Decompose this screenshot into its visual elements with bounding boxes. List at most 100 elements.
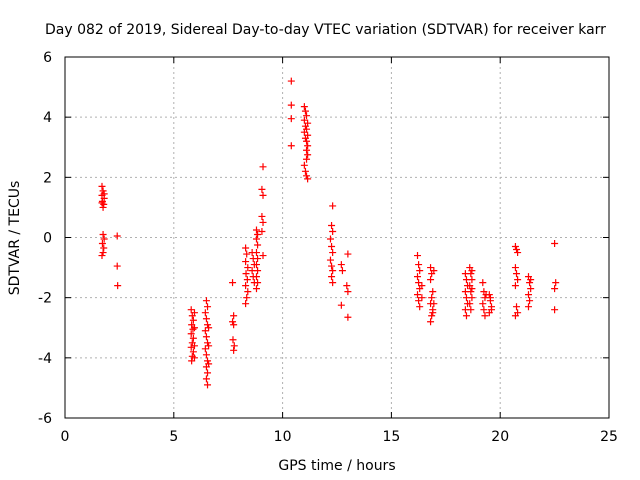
data-point (329, 249, 337, 257)
data-point (243, 294, 251, 302)
data-point (98, 252, 106, 260)
data-point (468, 267, 476, 275)
data-point (511, 264, 519, 272)
data-point (303, 112, 311, 120)
data-point (99, 230, 107, 238)
data-point (514, 249, 522, 257)
data-point (344, 288, 352, 296)
data-point (98, 199, 106, 207)
data-point (300, 103, 308, 111)
data-point (259, 252, 267, 260)
y-tick-label: -4 (38, 351, 52, 367)
data-point (189, 325, 197, 333)
data-point (466, 300, 474, 308)
data-point (511, 312, 519, 320)
x-tick-label: 10 (274, 429, 292, 445)
data-point (242, 258, 250, 266)
data-point (337, 301, 345, 309)
data-point (187, 330, 195, 338)
data-point (254, 267, 262, 275)
data-point (343, 282, 351, 290)
data-point (514, 276, 522, 284)
data-point (303, 146, 311, 154)
data-point (100, 235, 108, 243)
data-point (418, 282, 426, 290)
axis-ticks: 0 5 10 15 20 25 -6 -4 -2 0 2 4 6 (38, 50, 618, 445)
y-tick-label: 0 (43, 231, 52, 247)
x-tick-label: 20 (491, 429, 509, 445)
data-point (303, 155, 311, 163)
data-point (98, 240, 106, 248)
data-point (201, 327, 209, 335)
data-point (551, 306, 559, 314)
data-point (201, 345, 209, 353)
y-tick-label: 4 (43, 110, 52, 126)
data-point (113, 232, 121, 240)
data-point (303, 137, 311, 145)
data-points (98, 77, 560, 389)
data-point (187, 343, 195, 351)
data-point (205, 324, 213, 332)
data-point (468, 276, 476, 284)
data-point (415, 279, 423, 287)
data-point (204, 369, 212, 377)
grid-lines (65, 57, 609, 418)
data-point (99, 249, 107, 257)
data-point (416, 303, 424, 311)
data-point (252, 261, 260, 269)
data-point (427, 264, 435, 272)
data-point (429, 309, 437, 317)
data-point (259, 191, 267, 199)
data-point (202, 375, 210, 383)
data-point (467, 306, 475, 314)
data-point (427, 276, 435, 284)
data-point (300, 128, 308, 136)
data-point (202, 333, 210, 341)
x-tick-label: 15 (382, 429, 400, 445)
data-point (511, 243, 519, 251)
data-point (204, 357, 212, 365)
data-point (467, 270, 475, 278)
data-point (524, 303, 532, 311)
data-point (304, 151, 312, 159)
data-point (513, 303, 521, 311)
data-point (254, 279, 262, 287)
data-point (229, 318, 237, 326)
data-point (328, 273, 336, 281)
x-axis-title: GPS time / hours (278, 458, 395, 474)
data-point (258, 212, 266, 220)
data-point (487, 306, 495, 314)
data-point (114, 282, 122, 290)
data-point (287, 115, 295, 123)
data-point (526, 279, 534, 287)
data-point (230, 346, 238, 354)
y-tick-label: 6 (43, 50, 52, 66)
data-point (230, 321, 238, 329)
x-tick-label: 25 (600, 429, 618, 445)
data-point (415, 297, 423, 305)
data-point (301, 107, 309, 115)
chart-title: Day 082 of 2019, Sidereal Day-to-day VTE… (45, 22, 606, 38)
data-point (252, 285, 260, 293)
data-point (481, 312, 489, 320)
data-point (230, 312, 238, 320)
data-point (328, 243, 336, 251)
data-point (229, 336, 237, 344)
data-point (190, 309, 198, 317)
data-point (252, 226, 260, 234)
data-point (301, 167, 309, 175)
y-tick-label: -6 (38, 411, 52, 427)
x-tick-label: 0 (61, 429, 70, 445)
data-point (329, 202, 337, 210)
data-point (328, 221, 336, 229)
data-point (337, 261, 345, 269)
data-point (113, 262, 121, 270)
data-point (526, 297, 534, 305)
data-point (304, 142, 312, 150)
data-point (100, 244, 108, 252)
data-point (527, 276, 535, 284)
data-point (551, 240, 559, 248)
y-tick-label: -2 (38, 291, 52, 307)
data-point (344, 250, 352, 258)
